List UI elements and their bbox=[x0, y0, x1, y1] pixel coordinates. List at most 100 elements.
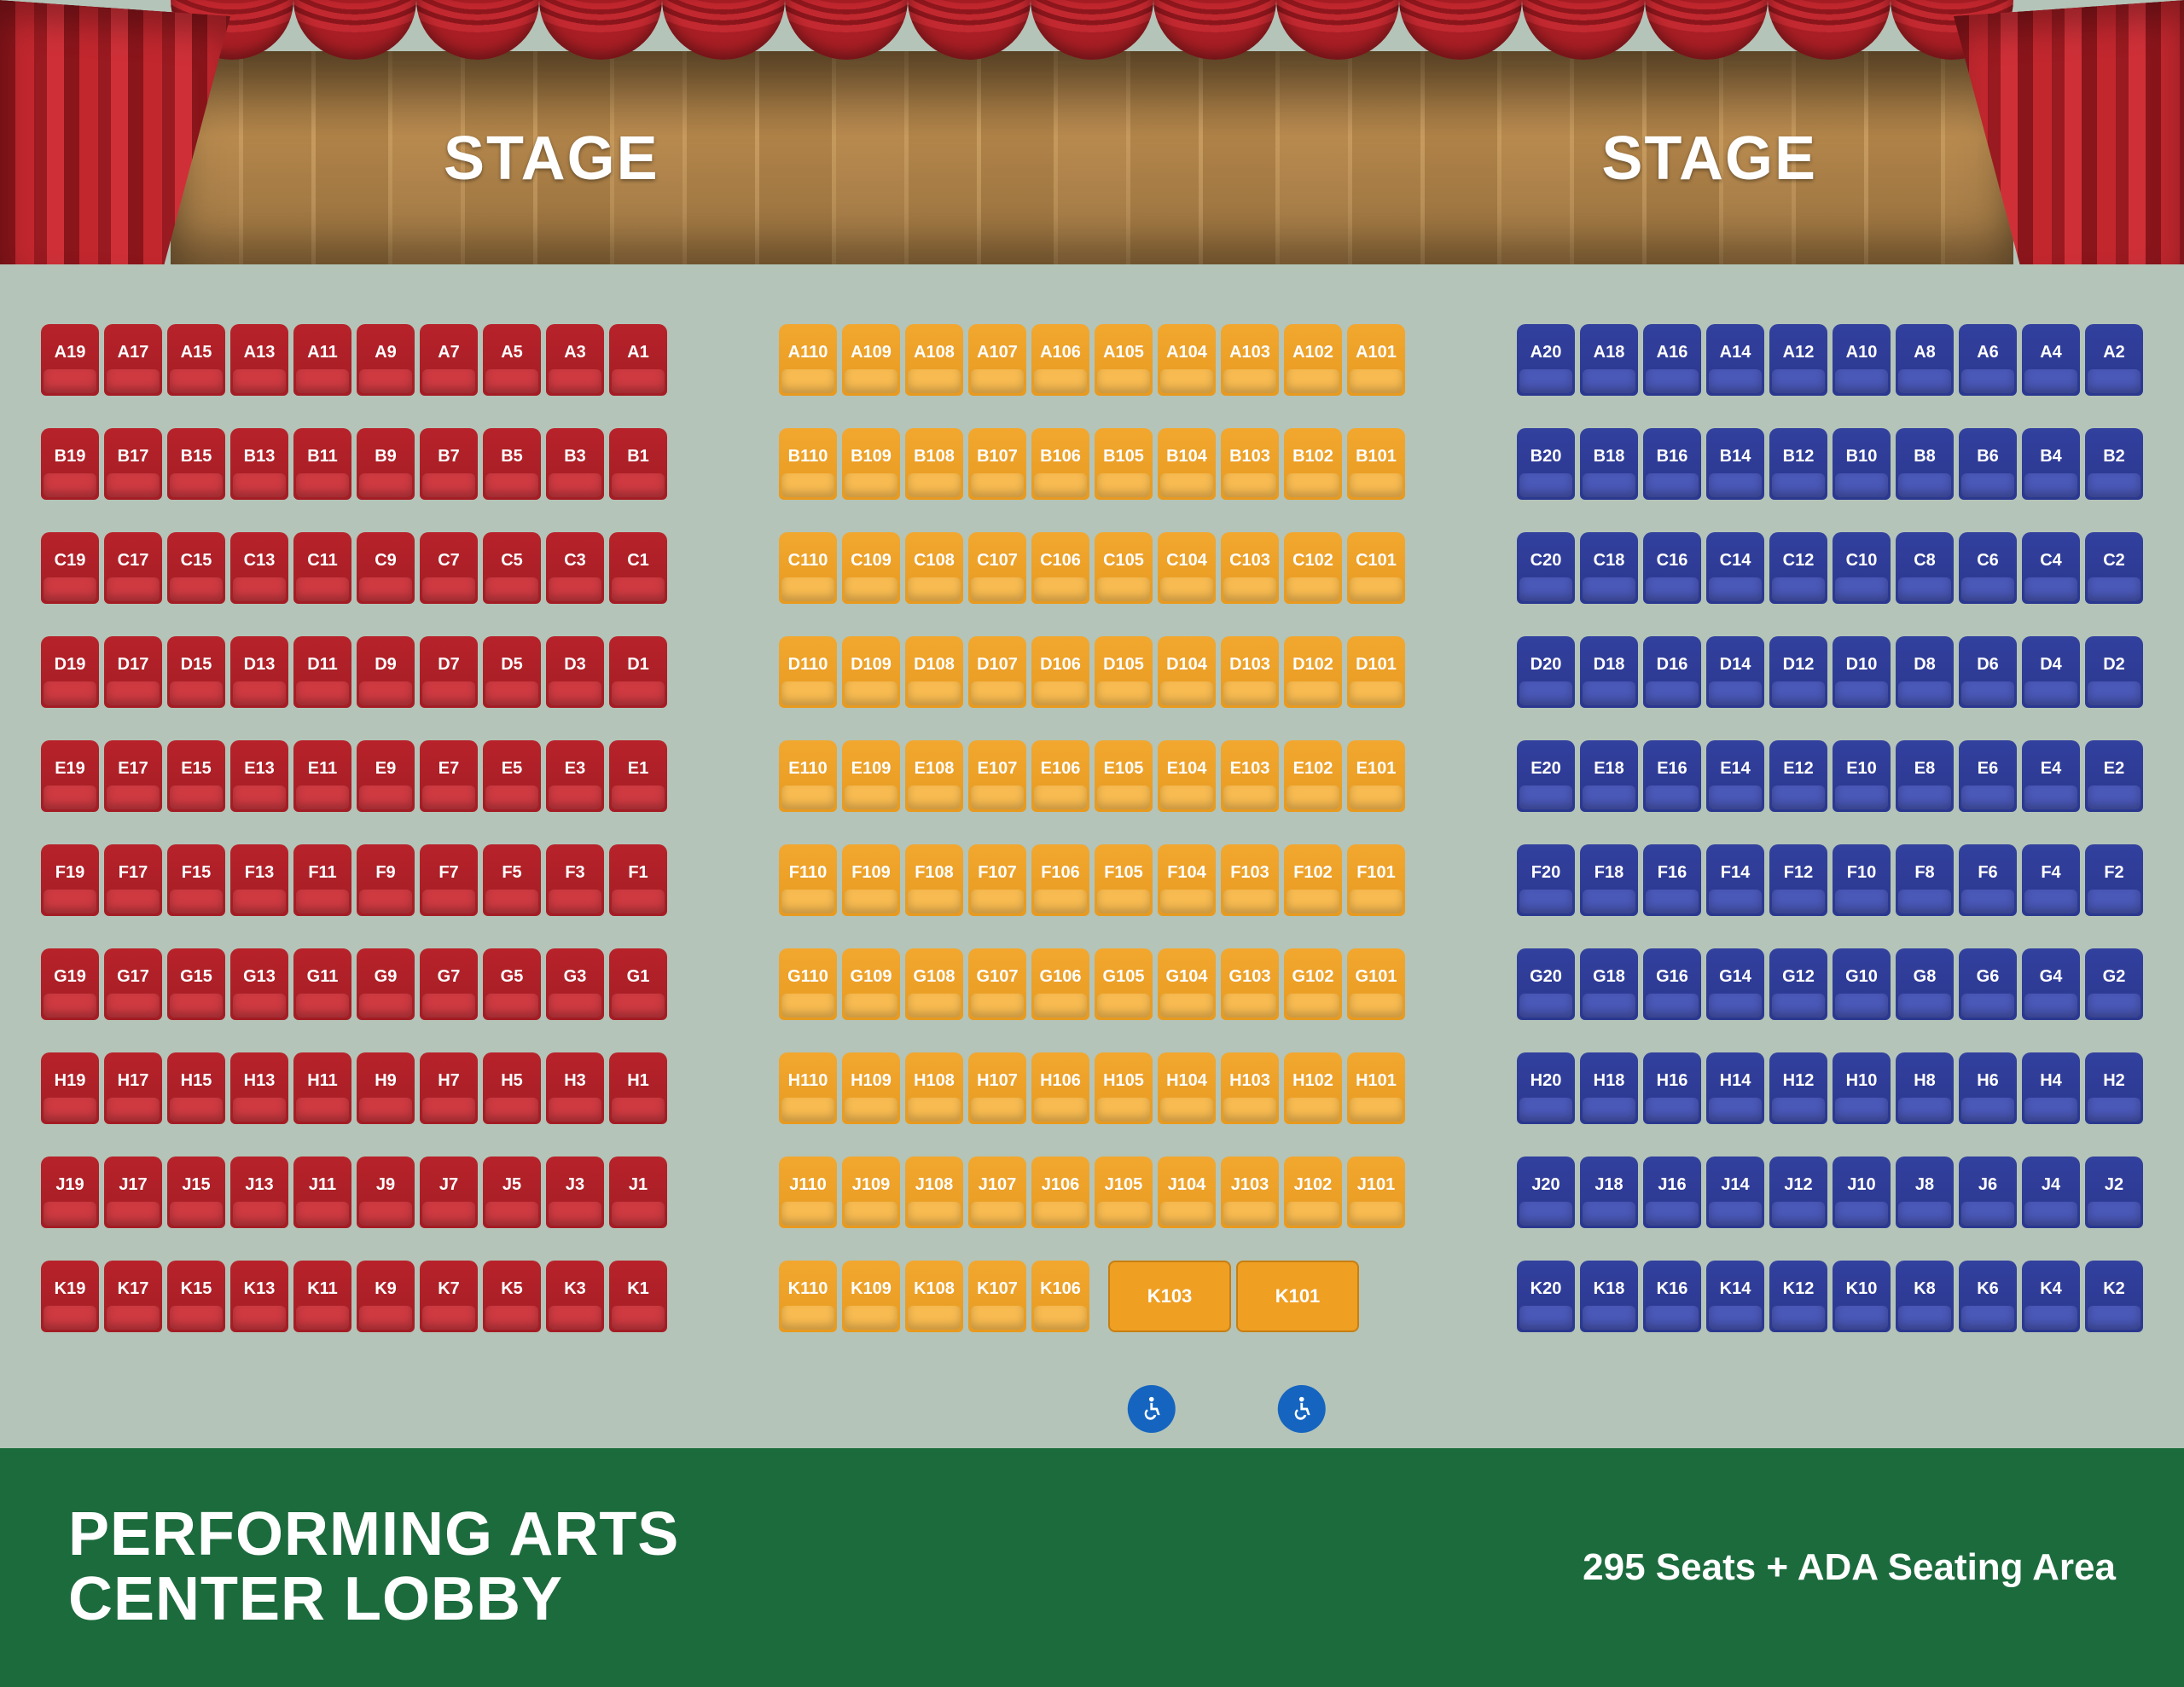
seat-G104[interactable]: G104 bbox=[1158, 948, 1216, 1020]
seat-A109[interactable]: A109 bbox=[842, 324, 900, 396]
seat-B2[interactable]: B2 bbox=[2085, 428, 2143, 500]
seat-K19[interactable]: K19 bbox=[41, 1261, 99, 1332]
seat-E1[interactable]: E1 bbox=[609, 740, 667, 812]
seat-C104[interactable]: C104 bbox=[1158, 532, 1216, 604]
seat-D3[interactable]: D3 bbox=[546, 636, 604, 708]
seat-A102[interactable]: A102 bbox=[1284, 324, 1342, 396]
seat-G1[interactable]: G1 bbox=[609, 948, 667, 1020]
seat-G103[interactable]: G103 bbox=[1221, 948, 1279, 1020]
seat-G18[interactable]: G18 bbox=[1580, 948, 1638, 1020]
seat-H108[interactable]: H108 bbox=[905, 1052, 963, 1124]
seat-K20[interactable]: K20 bbox=[1517, 1261, 1575, 1332]
seat-A10[interactable]: A10 bbox=[1833, 324, 1891, 396]
seat-F13[interactable]: F13 bbox=[230, 844, 288, 916]
seat-H17[interactable]: H17 bbox=[104, 1052, 162, 1124]
seat-K7[interactable]: K7 bbox=[420, 1261, 478, 1332]
seat-H3[interactable]: H3 bbox=[546, 1052, 604, 1124]
seat-J18[interactable]: J18 bbox=[1580, 1157, 1638, 1228]
seat-F18[interactable]: F18 bbox=[1580, 844, 1638, 916]
seat-K17[interactable]: K17 bbox=[104, 1261, 162, 1332]
seat-E2[interactable]: E2 bbox=[2085, 740, 2143, 812]
seat-J14[interactable]: J14 bbox=[1706, 1157, 1764, 1228]
seat-G15[interactable]: G15 bbox=[167, 948, 225, 1020]
seat-D6[interactable]: D6 bbox=[1959, 636, 2017, 708]
seat-D1[interactable]: D1 bbox=[609, 636, 667, 708]
seat-B1[interactable]: B1 bbox=[609, 428, 667, 500]
seat-F16[interactable]: F16 bbox=[1643, 844, 1701, 916]
seat-K2[interactable]: K2 bbox=[2085, 1261, 2143, 1332]
seat-K18[interactable]: K18 bbox=[1580, 1261, 1638, 1332]
seat-E101[interactable]: E101 bbox=[1347, 740, 1405, 812]
seat-G16[interactable]: G16 bbox=[1643, 948, 1701, 1020]
seat-H6[interactable]: H6 bbox=[1959, 1052, 2017, 1124]
seat-F102[interactable]: F102 bbox=[1284, 844, 1342, 916]
seat-F7[interactable]: F7 bbox=[420, 844, 478, 916]
seat-C14[interactable]: C14 bbox=[1706, 532, 1764, 604]
seat-C18[interactable]: C18 bbox=[1580, 532, 1638, 604]
seat-J102[interactable]: J102 bbox=[1284, 1157, 1342, 1228]
seat-B4[interactable]: B4 bbox=[2022, 428, 2080, 500]
seat-C3[interactable]: C3 bbox=[546, 532, 604, 604]
seat-F110[interactable]: F110 bbox=[779, 844, 837, 916]
seat-H110[interactable]: H110 bbox=[779, 1052, 837, 1124]
seat-E103[interactable]: E103 bbox=[1221, 740, 1279, 812]
seat-F19[interactable]: F19 bbox=[41, 844, 99, 916]
seat-F103[interactable]: F103 bbox=[1221, 844, 1279, 916]
seat-B102[interactable]: B102 bbox=[1284, 428, 1342, 500]
seat-G11[interactable]: G11 bbox=[293, 948, 351, 1020]
seat-C19[interactable]: C19 bbox=[41, 532, 99, 604]
seat-J9[interactable]: J9 bbox=[357, 1157, 415, 1228]
seat-F17[interactable]: F17 bbox=[104, 844, 162, 916]
seat-C12[interactable]: C12 bbox=[1769, 532, 1827, 604]
seat-J2[interactable]: J2 bbox=[2085, 1157, 2143, 1228]
seat-C110[interactable]: C110 bbox=[779, 532, 837, 604]
seat-B103[interactable]: B103 bbox=[1221, 428, 1279, 500]
seat-A107[interactable]: A107 bbox=[968, 324, 1026, 396]
seat-H13[interactable]: H13 bbox=[230, 1052, 288, 1124]
seat-J13[interactable]: J13 bbox=[230, 1157, 288, 1228]
seat-C105[interactable]: C105 bbox=[1095, 532, 1153, 604]
seat-J105[interactable]: J105 bbox=[1095, 1157, 1153, 1228]
seat-C108[interactable]: C108 bbox=[905, 532, 963, 604]
seat-J109[interactable]: J109 bbox=[842, 1157, 900, 1228]
seat-B13[interactable]: B13 bbox=[230, 428, 288, 500]
seat-D104[interactable]: D104 bbox=[1158, 636, 1216, 708]
seat-J17[interactable]: J17 bbox=[104, 1157, 162, 1228]
seat-D7[interactable]: D7 bbox=[420, 636, 478, 708]
ada-seat-K101[interactable]: K101 bbox=[1236, 1261, 1359, 1332]
seat-K1[interactable]: K1 bbox=[609, 1261, 667, 1332]
seat-E5[interactable]: E5 bbox=[483, 740, 541, 812]
seat-J1[interactable]: J1 bbox=[609, 1157, 667, 1228]
seat-F3[interactable]: F3 bbox=[546, 844, 604, 916]
seat-B109[interactable]: B109 bbox=[842, 428, 900, 500]
seat-G105[interactable]: G105 bbox=[1095, 948, 1153, 1020]
seat-C9[interactable]: C9 bbox=[357, 532, 415, 604]
seat-H8[interactable]: H8 bbox=[1896, 1052, 1954, 1124]
seat-F8[interactable]: F8 bbox=[1896, 844, 1954, 916]
seat-A7[interactable]: A7 bbox=[420, 324, 478, 396]
seat-D10[interactable]: D10 bbox=[1833, 636, 1891, 708]
seat-A15[interactable]: A15 bbox=[167, 324, 225, 396]
seat-F101[interactable]: F101 bbox=[1347, 844, 1405, 916]
seat-E18[interactable]: E18 bbox=[1580, 740, 1638, 812]
seat-D105[interactable]: D105 bbox=[1095, 636, 1153, 708]
seat-C107[interactable]: C107 bbox=[968, 532, 1026, 604]
seat-G13[interactable]: G13 bbox=[230, 948, 288, 1020]
seat-E14[interactable]: E14 bbox=[1706, 740, 1764, 812]
seat-B12[interactable]: B12 bbox=[1769, 428, 1827, 500]
seat-E107[interactable]: E107 bbox=[968, 740, 1026, 812]
seat-J10[interactable]: J10 bbox=[1833, 1157, 1891, 1228]
seat-J110[interactable]: J110 bbox=[779, 1157, 837, 1228]
seat-G14[interactable]: G14 bbox=[1706, 948, 1764, 1020]
seat-C10[interactable]: C10 bbox=[1833, 532, 1891, 604]
seat-G2[interactable]: G2 bbox=[2085, 948, 2143, 1020]
seat-E16[interactable]: E16 bbox=[1643, 740, 1701, 812]
seat-C20[interactable]: C20 bbox=[1517, 532, 1575, 604]
seat-H15[interactable]: H15 bbox=[167, 1052, 225, 1124]
seat-F20[interactable]: F20 bbox=[1517, 844, 1575, 916]
seat-E9[interactable]: E9 bbox=[357, 740, 415, 812]
seat-A8[interactable]: A8 bbox=[1896, 324, 1954, 396]
seat-E12[interactable]: E12 bbox=[1769, 740, 1827, 812]
seat-D17[interactable]: D17 bbox=[104, 636, 162, 708]
seat-H9[interactable]: H9 bbox=[357, 1052, 415, 1124]
